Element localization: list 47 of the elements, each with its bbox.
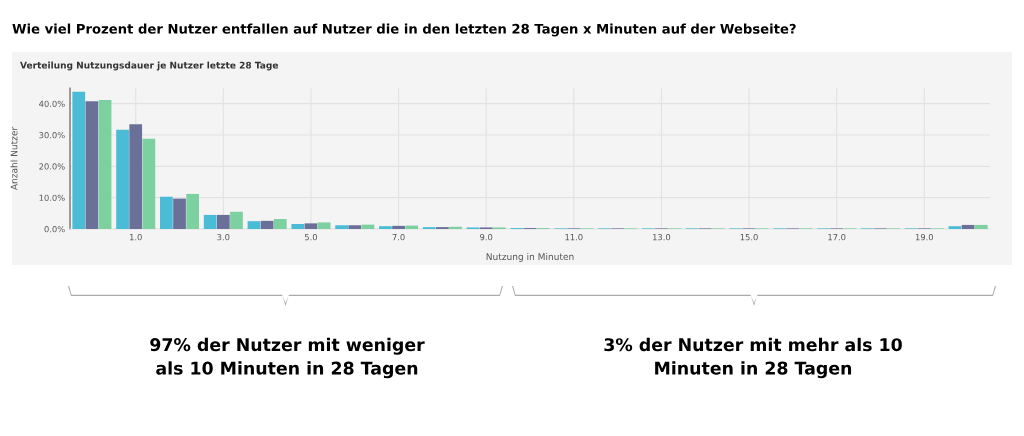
y-tick-label: 20.0% [39, 163, 65, 170]
y-tick-label: 0.0% [44, 225, 65, 233]
bar [129, 124, 143, 229]
chart-subtitle: Wie viel Prozent der Nutzer entfallen auf Nutzer die in den letzten 28 Tagen x Minuten auf der Webseite? [12, 23, 796, 37]
x-tick-label: 9.0 [480, 234, 493, 241]
bar [216, 214, 230, 229]
bar [961, 224, 975, 229]
x-tick-label: 1.0 [130, 234, 142, 241]
bar [116, 129, 129, 229]
y-tick-label: 10.0% [39, 194, 65, 201]
bar [291, 223, 305, 229]
chart-title: Verteilung Nutzungsdauer je Nutzer letzte 28 Tage [20, 61, 279, 71]
bar [142, 138, 156, 229]
bar [203, 214, 217, 229]
bar [160, 196, 173, 229]
bar [186, 193, 200, 229]
bar [348, 225, 362, 229]
bar [974, 224, 988, 229]
bar [948, 226, 962, 229]
bar [72, 91, 86, 229]
x-tick-label: 19.0 [915, 234, 934, 241]
x-axis-title: Nutzung in Minuten [486, 253, 574, 262]
bar [379, 226, 392, 229]
bar [449, 226, 462, 229]
bar [317, 222, 331, 229]
x-tick-label: 5.0 [304, 234, 318, 241]
bar [230, 211, 243, 229]
bar [173, 198, 186, 229]
bar [273, 218, 287, 229]
y-axis-title: Anzahl Nutzer [10, 126, 18, 191]
y-tick-label: 40.0% [39, 100, 65, 107]
x-tick-label: 7.0 [392, 234, 405, 241]
bar [392, 225, 405, 229]
text: 3% der Nutzer mit mehr als 10 Minuten in 28 Tagen [604, 337, 902, 379]
bar [98, 99, 112, 229]
bar [85, 101, 99, 229]
x-tick-label: 13.0 [653, 234, 671, 241]
bar [335, 225, 348, 229]
text: 97% der Nutzer mit weniger als 10 Minuten in 28 Tagen [150, 337, 425, 379]
x-tick-label: 15.0 [740, 234, 758, 241]
bar [260, 220, 274, 229]
x-tick-label: 17.0 [828, 234, 846, 241]
x-tick-label: 11.0 [565, 234, 583, 241]
bar [304, 223, 318, 229]
x-tick-label: 3.0 [217, 234, 230, 241]
y-tick-label: 30.0% [39, 131, 65, 139]
bar [247, 221, 261, 229]
